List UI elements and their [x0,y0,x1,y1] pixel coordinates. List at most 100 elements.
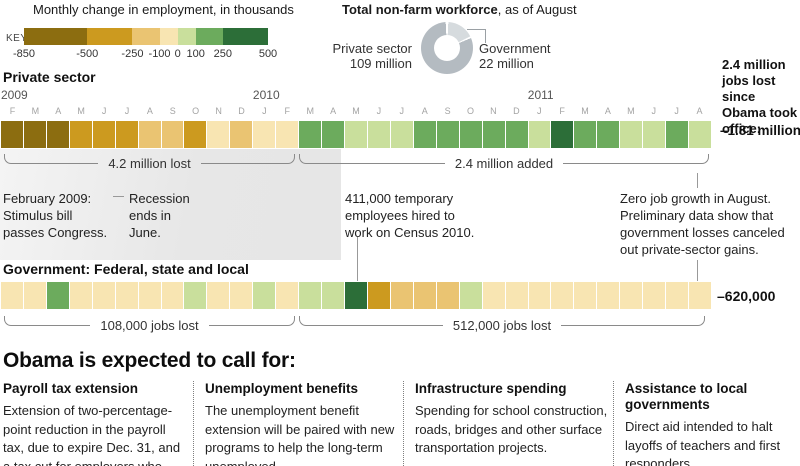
key-tick: 0 [174,48,181,60]
donut-hole [434,35,460,61]
heatmap-cell [367,121,390,148]
proposal-infrastructure: Infrastructure spending Spending for sch… [415,381,610,458]
heatmap-cell [46,121,69,148]
government-total: –620,000 [717,288,776,304]
month-label: J [651,106,656,116]
donut-chart [421,22,473,74]
heatmap-cell [689,282,711,309]
heatmap-cell [597,282,620,309]
month-label: M [627,106,635,116]
key-segment [177,28,196,45]
proposal-local-governments: Assistance to local governments Direct a… [625,381,797,466]
heatmap-cell [666,282,689,309]
key-segment [222,28,269,45]
heatmap-cell [161,282,184,309]
private-value: 109 million [349,56,412,71]
month-label: F [559,106,565,116]
key-tick: -500 [76,48,99,60]
month-label: S [169,106,176,116]
key-segment [159,28,178,45]
heatmap-cell [299,121,322,148]
heatmap-cell [322,282,345,309]
annotation-leader-line [113,196,124,197]
bracket-private-added: 2.4 million added [299,150,710,171]
heatmap-cell [69,121,92,148]
workforce-title-rest: , as of August [497,2,577,17]
year-label: 2009 [1,88,28,102]
key-segment [195,28,223,45]
heatmap-cell [528,121,551,148]
key-title: Monthly change in employment, in thousan… [33,2,294,17]
heatmap-cell [413,121,436,148]
key-segment [24,28,88,45]
heatmap-cell [597,121,620,148]
heatmap-cell [253,121,276,148]
heatmap-cell [436,121,459,148]
heatmap-cell [643,282,666,309]
heatmap-cell [345,121,367,148]
month-label: A [696,106,703,116]
government-label: Government [479,41,551,56]
month-label: A [604,106,611,116]
month-label: N [215,106,222,116]
key-bar [24,28,269,45]
heatmap-cell [184,121,207,148]
key-tick: -250 [121,48,144,60]
heatmap-cell [436,282,459,309]
heatmap-cell [92,282,115,309]
month-label: J [536,106,542,116]
key-label: KEY [6,33,28,44]
heatmap-cell [505,282,528,309]
government-cells [1,282,711,309]
annotation-stimulus: February 2009: Stimulus bill passes Cong… [3,191,108,240]
donut-callout-line [467,29,486,43]
month-label: A [421,106,428,116]
census-connector-line [357,237,358,281]
heatmap-cell [46,282,69,309]
august-connector-line-top [697,173,698,188]
heatmap-cell [322,121,345,148]
annotation-census: 411,000 temporary employees hired to wor… [345,191,475,240]
month-label: A [146,106,153,116]
month-label: J [262,106,267,116]
month-label: J [674,106,679,116]
proposal-title: Assistance to local governments [625,381,748,412]
bracket-line [208,316,296,326]
heatmap-cell [459,121,482,148]
proposal-body: Spending for school construction, roads,… [415,403,608,455]
heatmap-cell [253,282,276,309]
month-label: M [31,106,40,116]
heatmap-cell [345,282,367,309]
heatmap-cell [643,121,666,148]
bracket-government-right: 512,000 jobs lost [299,312,706,333]
proposal-body: Direct aid intended to halt layoffs of t… [625,419,781,466]
proposal-title: Payroll tax extension [3,381,139,396]
heatmap-cell [1,121,23,148]
key-tick: 100 [186,48,205,60]
bracket-line [200,154,295,164]
bracket-label: 2.4 million added [454,156,554,171]
column-divider [613,381,614,466]
key-tick: -100 [148,48,171,60]
month-label: M [581,106,589,116]
annotation-august: Zero job growth in August. Preliminary d… [620,191,785,257]
heatmap-cell [276,282,299,309]
donut-label-government: Government 22 million [479,41,551,71]
year-label: 2011 [527,88,554,102]
workforce-title: Total non-farm workforce, as of August [342,2,577,17]
private-years: 2009 2010 2011 [1,88,711,102]
heatmap-cell [115,121,138,148]
heatmap-cell [551,282,574,309]
heatmap-cell [230,282,253,309]
bracket-private-lost: 4.2 million lost [4,150,295,171]
heatmap-cell [92,121,115,148]
heatmap-cell [390,121,413,148]
heatmap-cell [207,282,230,309]
heatmap-cell [390,282,413,309]
heatmap-cell [138,282,161,309]
month-label: M [77,106,85,116]
heatmap-cell [184,282,207,309]
heatmap-cell [551,121,574,148]
proposal-unemployment: Unemployment benefits The unemployment b… [205,381,395,466]
